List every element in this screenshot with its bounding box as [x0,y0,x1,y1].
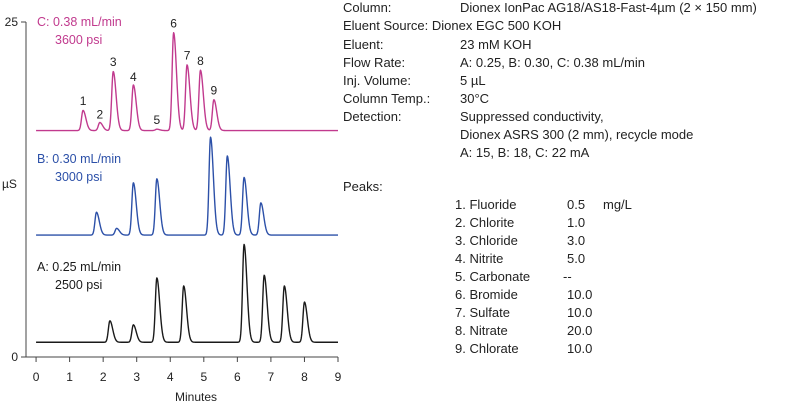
peak-number-label: 4 [130,70,137,84]
peak-name: 1. Fluoride [455,197,517,212]
peak-name: 9. Chlorate [455,341,519,356]
peak-concentration: 10.0 [567,341,593,356]
peak-number-label: 6 [170,16,177,30]
condition-value: A: 0.25, B: 0.30, C: 0.38 mL/min [460,55,645,70]
chromatogram-trace-b [35,136,339,236]
x-tick-label: 3 [133,370,140,384]
peak-name: 4. Nitrite [455,251,504,266]
trace-label-c-line2: 3600 psi [55,33,102,47]
x-tick-label: 1 [66,370,73,384]
peaks-title: Peaks: [343,179,383,194]
peak-number-label: 2 [96,107,103,121]
peak-name: 6. Bromide [455,287,518,302]
peak-number-label: 5 [153,113,160,127]
condition-value: 5 µL [460,73,486,88]
peak-name: 7. Sulfate [455,305,510,320]
condition-label: Eluent Source: Dionex EGC 500 KOH [343,18,562,33]
trace-label-c-line1: C: 0.38 mL/min [37,15,122,29]
peak-number-label: 8 [197,54,204,68]
y-axis-label: µS [2,177,17,191]
chromatogram-trace-c [35,32,339,132]
x-tick-label: 6 [234,370,241,384]
x-tick-label: 8 [301,370,308,384]
peak-concentration: 0.5 [567,197,586,212]
peak-concentration: 10.0 [567,305,593,320]
x-tick-label: 4 [167,370,174,384]
x-tick-label: 0 [33,370,40,384]
trace-label-a-line1: A: 0.25 mL/min [37,260,121,274]
x-tick-label: 5 [200,370,207,384]
x-tick-label: 7 [268,370,275,384]
peak-number-label: 9 [211,83,218,97]
condition-label: Eluent: [343,37,384,52]
conditions-panel: Column: Dionex IonPac AG18/AS18-Fast-4µm… [343,0,793,409]
trace-label-a-line2: 2500 psi [55,278,102,292]
condition-value: Dionex IonPac AG18/AS18-Fast-4µm (2 × 15… [460,0,757,15]
condition-value: Dionex ASRS 300 (2 mm), recycle mode [460,127,694,142]
chromatogram-trace-a [35,243,339,343]
condition-label: Inj. Volume: [343,73,411,88]
peak-concentration: -- [563,269,572,284]
condition-value: 30°C [460,91,490,106]
y-tick-label: 0 [11,350,18,364]
trace-label-b-line1: B: 0.30 mL/min [37,152,121,166]
condition-label: Column: [343,0,392,15]
peak-concentration: 1.0 [567,215,586,230]
condition-label: Column Temp.: [343,91,431,106]
condition-label: Detection: [343,109,402,124]
y-tick-label: 25 [5,15,19,29]
x-axis-label: Minutes [175,390,217,404]
x-tick-label: 9 [335,370,342,384]
condition-value: Suppressed conductivity, [460,109,604,124]
condition-value: 23 mM KOH [460,37,532,52]
peak-concentration: 5.0 [567,251,586,266]
peak-number-label: 3 [110,55,117,69]
peak-name: 2. Chlorite [455,215,515,230]
peak-number-label: 7 [184,49,191,63]
condition-value: A: 15, B: 18, C: 22 mA [460,145,590,160]
peak-unit: mg/L [603,197,632,212]
peak-number-label: 1 [80,94,87,108]
peak-name: 3. Chloride [455,233,518,248]
x-tick-label: 2 [100,370,107,384]
peak-name: 8. Nitrate [455,323,508,338]
peak-name: 5. Carbonate [455,269,531,284]
peak-concentration: 20.0 [567,323,593,338]
peak-concentration: 10.0 [567,287,593,302]
condition-label: Flow Rate: [343,55,406,70]
trace-label-b-line2: 3000 psi [55,170,102,184]
peak-concentration: 3.0 [567,233,586,248]
